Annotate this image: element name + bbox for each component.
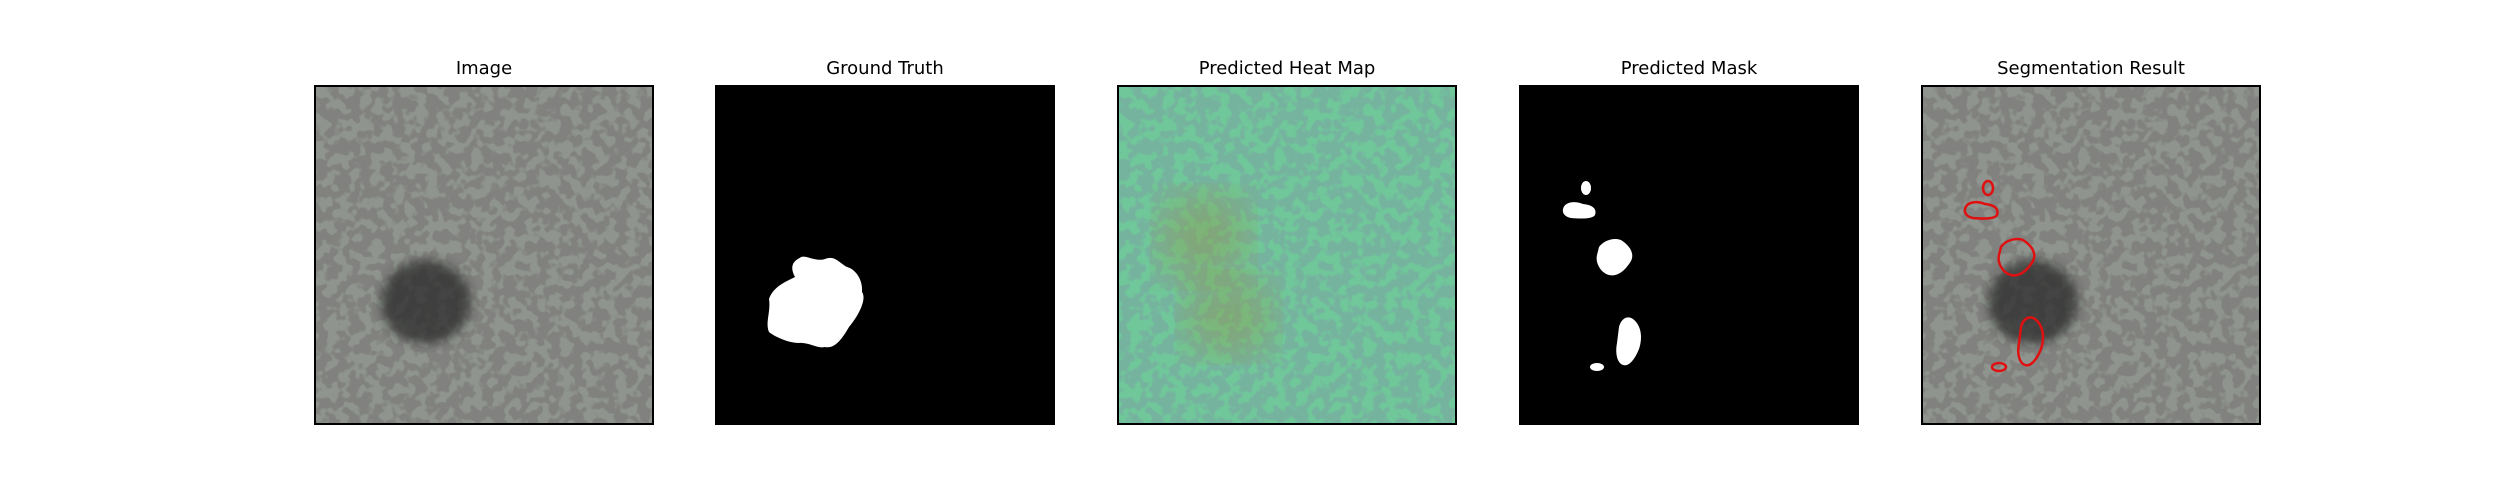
- contour: [1990, 361, 2008, 373]
- mask-blob: [1616, 317, 1641, 366]
- segmentation-frame: [1921, 85, 2261, 425]
- contour: [1997, 237, 2036, 277]
- mask-blob: [1581, 181, 1591, 195]
- heat-map-frame: [1117, 85, 1457, 425]
- heat-hotspot: [1184, 277, 1274, 357]
- contour: [1981, 179, 1995, 197]
- predicted-mask: [1521, 87, 1857, 423]
- defect-region: [381, 260, 471, 344]
- predicted-mask-frame: [1519, 85, 1859, 425]
- ground-truth-frame: [715, 85, 1055, 425]
- ground-truth-blob: [767, 256, 864, 348]
- ground-truth-mask: [717, 87, 1053, 423]
- heat-hotspot: [1159, 192, 1249, 282]
- contour: [2017, 316, 2045, 367]
- panel-title: Predicted Heat Map: [1198, 58, 1376, 79]
- heat-map-image: [1119, 87, 1455, 423]
- mask-blob: [1596, 238, 1633, 276]
- panel-title: Segmentation Result: [1997, 58, 2185, 79]
- panel-title: Predicted Mask: [1620, 58, 1758, 79]
- contour: [1963, 200, 1999, 220]
- mask-blob: [1590, 363, 1604, 371]
- image-frame: [314, 85, 654, 425]
- texture-image: [316, 87, 652, 423]
- panel-title: Image: [455, 58, 513, 79]
- mask-blob: [1562, 202, 1596, 219]
- segmentation-image: [1923, 87, 2259, 423]
- panel-title: Ground Truth: [826, 58, 944, 79]
- contours: [1963, 179, 2045, 373]
- defect-region: [1988, 260, 2078, 344]
